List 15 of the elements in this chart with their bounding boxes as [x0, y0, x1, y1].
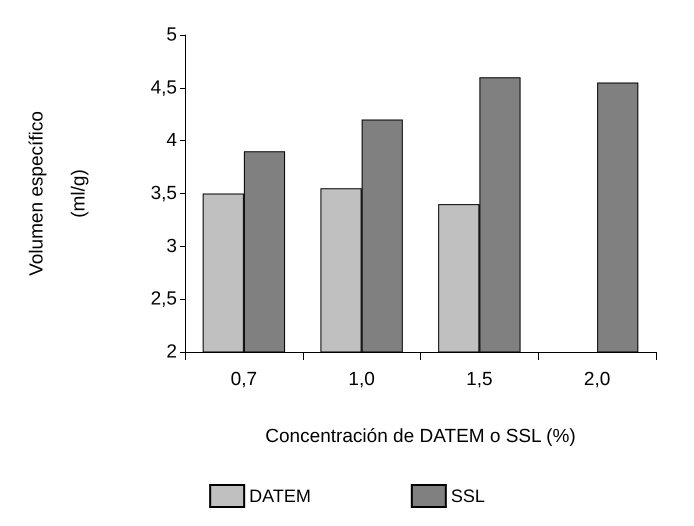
y-tick-label: 3,5: [150, 183, 177, 204]
x-axis-title: Concentración de DATEM o SSL (%): [265, 426, 576, 447]
y-axis-title: Volumen específico (ml/g): [26, 111, 90, 276]
y-tick-label: 2: [166, 342, 177, 362]
legend-label: SSL: [450, 486, 485, 506]
y-tick-label: 5: [166, 24, 177, 46]
y-tick-label: 4,5: [150, 77, 177, 98]
y-tick-label: 4: [166, 130, 178, 152]
y-tick-label: 3: [166, 236, 177, 257]
x-tick-label: 2,0: [584, 369, 610, 390]
x-tick-label: 1,5: [466, 369, 493, 390]
legend-label: DATEM: [249, 486, 311, 506]
y-tick-label: 2,5: [150, 288, 177, 310]
x-tick-label: 0,7: [230, 369, 258, 390]
x-tick-label: 1,0: [348, 369, 375, 390]
